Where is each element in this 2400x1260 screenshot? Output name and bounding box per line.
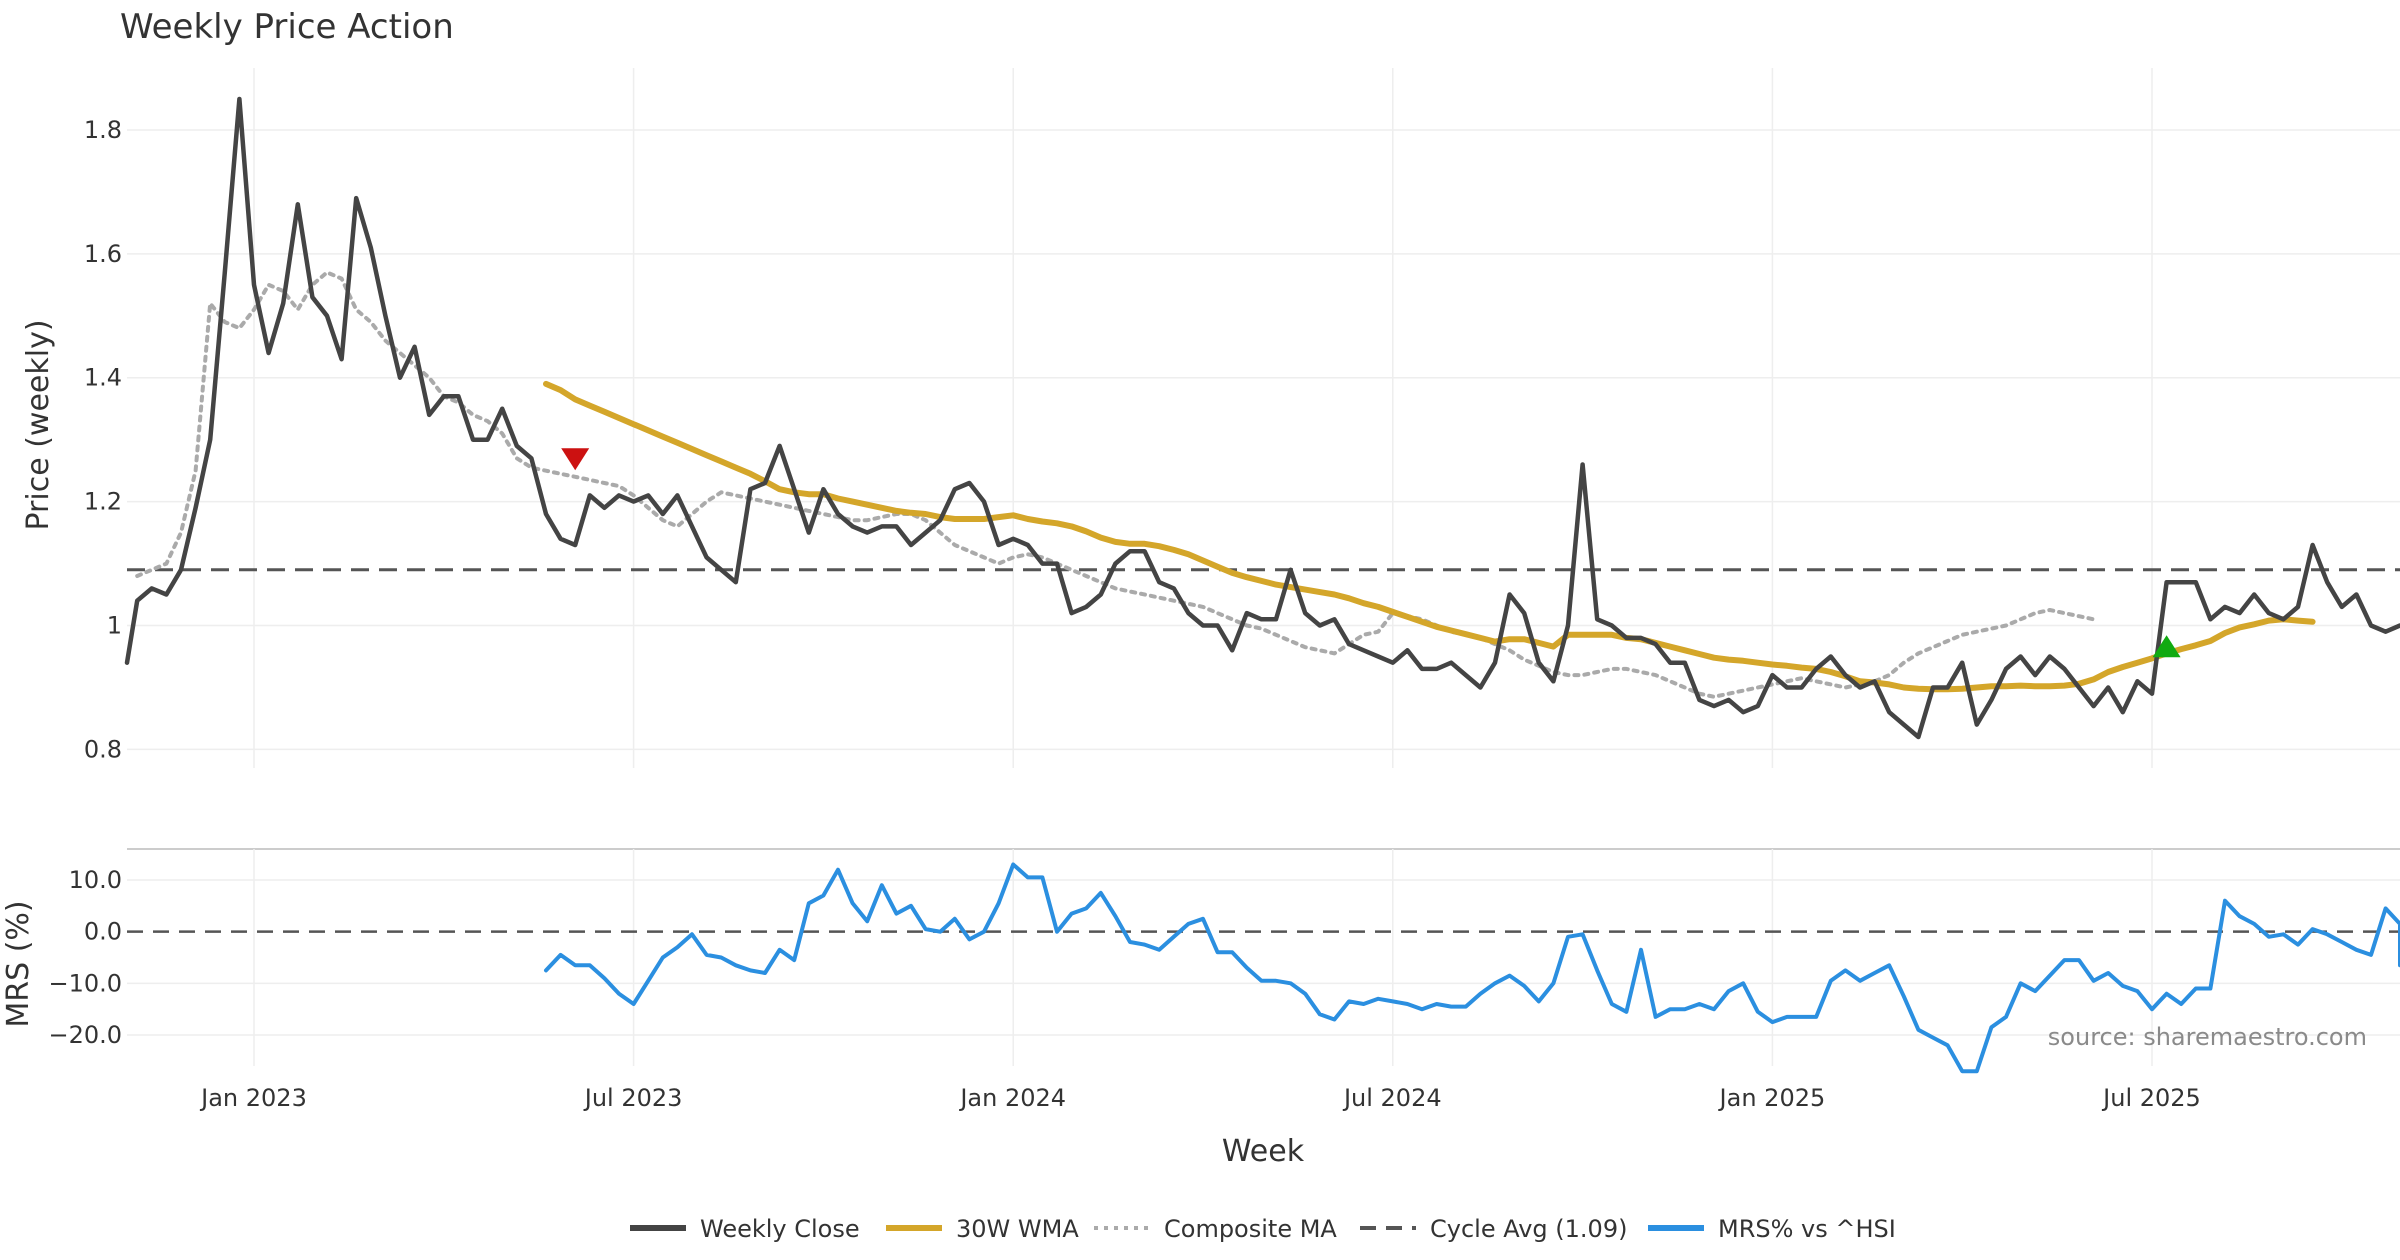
- price-y-axis-label: Price (weekly): [21, 319, 56, 530]
- mrs-y-tick-label: 10.0: [69, 866, 122, 894]
- x-axis-ticks: Jan 2023 Jul 2023 Jan 2024 Jul 2024 Jan 2025…: [199, 1084, 2201, 1112]
- x-axis-label: Week: [1222, 1134, 1305, 1169]
- price-y-tick-label: 1.2: [84, 488, 122, 516]
- mrs-y-tick-label: 0.0: [84, 918, 122, 946]
- x-tick-label: Jul 2024: [1342, 1084, 1442, 1112]
- signal-markers: [561, 448, 2181, 658]
- x-tick-label: Jan 2025: [1718, 1084, 1826, 1112]
- legend-label: Cycle Avg (1.09): [1430, 1215, 1627, 1243]
- sell-marker: [561, 448, 590, 471]
- x-tick-label: Jul 2023: [583, 1084, 683, 1112]
- mrs-y-tick-label: −10.0: [48, 969, 122, 997]
- price-y-tick-label: 1.4: [84, 364, 122, 392]
- mrs-line: [544, 862, 2400, 1074]
- price-y-tick-label: 1.6: [84, 240, 122, 268]
- legend-label: Weekly Close: [700, 1215, 860, 1243]
- price-panel: 0.8 1 1.2 1.4 1.6 1.8 Price (weekly): [21, 68, 2400, 768]
- composite-ma-line: [135, 270, 2096, 699]
- source-annotation: source: sharemaestro.com: [2048, 1023, 2367, 1051]
- x-tick-label: Jul 2025: [2101, 1084, 2201, 1112]
- x-tick-label: Jan 2023: [199, 1084, 307, 1112]
- price-y-ticks: 0.8 1 1.2 1.4 1.6 1.8: [84, 116, 122, 763]
- legend-label: Composite MA: [1164, 1215, 1337, 1243]
- legend-label: MRS% vs ^HSI: [1718, 1215, 1896, 1243]
- price-y-tick-label: 0.8: [84, 735, 122, 763]
- mrs-y-ticks: 10.0 0.0 −10.0 −20.0: [48, 866, 122, 1049]
- price-y-tick-label: 1: [107, 612, 122, 640]
- wma-30w-line: [543, 380, 2316, 693]
- mrs-y-tick-label: −20.0: [48, 1021, 122, 1049]
- legend-label: 30W WMA: [956, 1215, 1079, 1243]
- chart-title: Weekly Price Action: [120, 7, 454, 47]
- price-gridlines: [127, 68, 2400, 768]
- mrs-y-axis-label: MRS (%): [1, 900, 36, 1027]
- price-y-tick-label: 1.8: [84, 116, 122, 144]
- weekly-close-line: [124, 96, 2400, 740]
- mrs-panel: 10.0 0.0 −10.0 −20.0 MRS (%) source: sharem…: [1, 848, 2400, 1074]
- buy-marker: [2152, 635, 2181, 658]
- legend: Weekly Close 30W WMA Composite MA Cycle Avg…: [630, 1215, 1896, 1243]
- x-tick-label: Jan 2024: [958, 1084, 1066, 1112]
